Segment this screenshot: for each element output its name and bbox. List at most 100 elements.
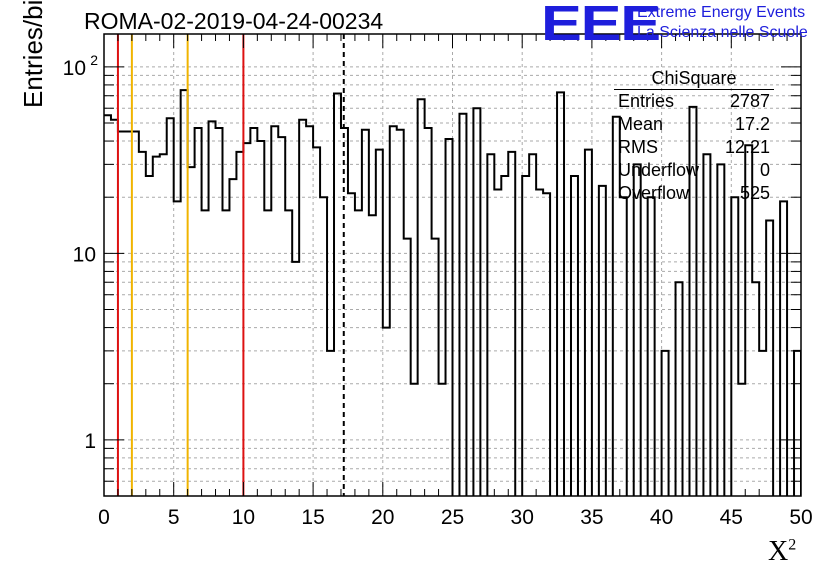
histogram-bin [508,152,515,496]
histogram-bin [585,150,592,496]
stats-value: 17.2 [734,114,770,134]
x-tick-label: 50 [789,506,812,529]
histogram-bin [557,92,564,496]
x-tick-label: 20 [371,506,394,529]
histogram-bin [487,154,494,496]
stats-value: 12.21 [724,137,770,157]
histogram-bin [174,201,181,496]
histogram-bin [292,262,299,496]
stats-label: Entries [618,91,675,111]
histogram-bin [104,115,111,496]
stats-label: Overflow [618,183,690,203]
logo-caption-line1: Extreme Energy Events [637,4,806,21]
histogram-bin [278,137,285,496]
histogram-bin [376,150,383,496]
chart-title: ROMA-02-2019-04-24-00234 [84,8,384,34]
histogram-bin [313,147,320,496]
histogram-bin [257,141,264,496]
histogram-bin [390,126,397,496]
y-tick-label: 10 [73,243,96,266]
histogram-bin [306,126,313,496]
stats-row-mean: Mean 17.2 [610,113,778,136]
histogram-bin [404,239,411,496]
histogram-bin [794,351,801,496]
histogram-bin [494,189,501,496]
y-tick-label-sup: 2 [90,52,98,68]
histogram-bin [634,164,641,496]
histogram-bin [397,130,404,496]
stats-value: 0 [759,160,770,180]
histogram-bin [181,90,188,496]
histogram-bin [348,193,355,496]
histogram-bin [369,215,376,496]
histogram-bin [662,351,669,496]
histogram-bin [473,108,480,496]
stats-value: 525 [739,183,770,203]
stats-title: ChiSquare [614,67,774,90]
histogram-bin [327,351,334,496]
histogram-bin [160,154,167,496]
y-tick-label: 1 [84,430,96,453]
stats-label: Underflow [618,160,700,180]
histogram-bin [153,157,160,496]
x-axis-label-text: X [768,536,789,567]
logo-caption-line2: La Scienza nelle Scuole [637,24,808,41]
histogram-bin [432,239,439,496]
x-tick-label: 0 [98,506,110,529]
y-axis-label: Entries/bin [18,0,48,108]
histogram-bin [320,197,327,496]
histogram-bin [620,197,627,496]
histogram-bin [250,128,257,496]
histogram-bin [536,189,543,496]
stats-row-overflow: Overflow 525 [610,182,778,205]
histogram-bin [459,114,466,496]
histogram-bin [731,197,738,496]
x-tick-label: 25 [441,506,464,529]
histogram-bin [446,139,453,496]
x-tick-label: 5 [168,506,180,529]
histogram-bin [383,328,390,496]
histogram-bin [236,152,243,496]
stats-value: 2787 [729,91,770,111]
x-tick-label: 45 [720,506,743,529]
histogram-bin [132,132,139,496]
x-axis-label: X2 [768,536,796,568]
histogram-steps [104,89,801,496]
histogram-bin [167,118,174,496]
histogram-bin [717,164,724,496]
histogram-bin [195,128,202,496]
histogram-bin [139,152,146,496]
histogram-bin [543,193,550,496]
y-tick-label: 10 [63,57,86,80]
histogram-bin [125,132,132,496]
histogram-bin [243,143,250,496]
x-axis-label-sup: 2 [788,536,797,554]
histogram-bin [822,193,829,496]
stats-label: Mean [618,114,664,134]
histogram-group [104,89,829,496]
histogram-bin [188,167,195,496]
histogram-bin [118,132,125,496]
histogram-bin [676,282,683,496]
histogram-bin [271,126,278,496]
eee-logo: EEE [541,0,661,51]
histogram-bin [362,130,369,496]
histogram-bin [216,128,223,496]
stats-box: ChiSquare Entries 2787 Mean 17.2 RMS 12.… [610,67,778,205]
stats-label: RMS [618,137,658,157]
logo-caption: Extreme Energy Events La Scienza nelle S… [637,3,808,43]
x-tick-label: 40 [650,506,673,529]
x-tick-label: 30 [511,506,534,529]
histogram-bin [752,282,759,496]
stats-row-rms: RMS 12.21 [610,136,778,159]
x-tick-label: 10 [232,506,255,529]
histogram-bin [418,99,425,496]
x-tick-label: 15 [301,506,324,529]
histogram-bin [780,201,787,496]
histogram-bin [648,197,655,496]
stats-row-entries: Entries 2787 [610,90,778,113]
histogram-bin [759,351,766,496]
x-tick-label: 35 [580,506,603,529]
histogram-bin [703,154,710,496]
